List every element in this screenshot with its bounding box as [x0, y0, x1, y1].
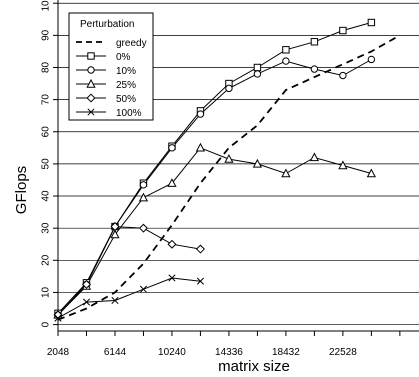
y-tick-label: 80: [41, 61, 52, 73]
axes: [53, 0, 419, 336]
legend-marker-25-pct: [86, 78, 96, 88]
y-tick-label: 100: [41, 0, 52, 12]
y-tick-label: 10: [41, 286, 52, 298]
data-point-10-pct: [339, 71, 347, 80]
y-tick-label: 60: [41, 126, 52, 138]
data-point-10-pct: [225, 84, 233, 93]
x-tick-label: 14336: [215, 347, 243, 358]
legend-label-100-pct: 100%: [116, 108, 142, 119]
data-point-50-pct: [138, 223, 148, 233]
data-point-25-pct: [138, 192, 149, 202]
y-tick-label: 0: [41, 321, 52, 327]
data-point-100-pct: [82, 298, 91, 306]
data-point-100-pct: [196, 277, 204, 285]
data-point-0-pct: [282, 46, 290, 54]
y-tick-label: 70: [41, 94, 52, 106]
data-point-0-pct: [253, 63, 262, 72]
data-point-25-pct: [195, 142, 206, 152]
legend-label-0-pct: 0%: [116, 52, 131, 63]
data-point-25-pct: [252, 158, 263, 168]
data-point-25-pct: [167, 178, 177, 187]
x-tick-label: 22528: [329, 347, 357, 358]
legend-title: Perturbation: [80, 19, 134, 30]
data-point-100-pct: [139, 285, 148, 293]
data-point-10-pct: [253, 70, 262, 78]
data-point-10-pct: [196, 110, 205, 118]
x-axis-label: matrix size: [218, 358, 290, 375]
x-tick-label: 6144: [104, 347, 127, 358]
legend-label-greedy: greedy: [116, 38, 147, 49]
series-line-100-pct: [57, 277, 201, 319]
series-lines: [57, 22, 401, 321]
series-markers: [53, 18, 377, 322]
data-point-0-pct: [367, 18, 376, 27]
data-point-50-pct: [110, 222, 120, 232]
data-point-25-pct: [309, 152, 320, 162]
data-point-25-pct: [366, 168, 377, 178]
data-point-50-pct: [81, 279, 91, 289]
data-point-10-pct: [282, 57, 290, 65]
data-point-25-pct: [281, 168, 291, 178]
y-tick-label: 50: [41, 158, 52, 170]
series-line-greedy: [57, 34, 401, 321]
y-tick-label: 90: [41, 29, 52, 41]
x-tick-label: 18432: [272, 347, 300, 358]
data-point-100-pct: [111, 296, 119, 305]
y-tick-label: 20: [41, 254, 52, 266]
data-point-25-pct: [110, 229, 120, 239]
data-point-50-pct: [167, 239, 177, 249]
data-point-10-pct: [139, 181, 148, 189]
data-point-100-pct: [54, 314, 62, 322]
legend-label-10-pct: 10%: [116, 66, 136, 77]
legend-items: greedy 0% 10% 25% 50% 100%: [76, 38, 147, 119]
y-tick-label: 40: [41, 190, 52, 202]
series-line-50-pct: [57, 226, 201, 316]
data-point-10-pct: [310, 65, 319, 73]
y-tick-labels: 0 10 20 30 40 50 60 70 80 90 100: [41, 0, 52, 327]
legend-label-50-pct: 50%: [116, 94, 136, 105]
x-tick-labels: 2048 6144 10240 14336 18432 22528: [47, 347, 357, 358]
data-point-0-pct: [339, 26, 347, 35]
data-point-50-pct: [195, 244, 205, 254]
y-axis-label: GFlops: [13, 166, 30, 214]
legend-marker-50-pct: [86, 93, 96, 103]
data-point-25-pct: [224, 154, 234, 163]
data-point-10-pct: [168, 144, 176, 152]
legend-box: [68, 12, 154, 121]
legend-marker-0-pct: [87, 52, 95, 60]
legend-label-25-pct: 25%: [116, 80, 136, 91]
series-line-25-pct: [57, 147, 372, 316]
legend: Perturbation greedy 0% 10% 25% 50% 100%: [68, 12, 154, 121]
data-point-0-pct: [310, 38, 319, 46]
data-point-25-pct: [338, 160, 348, 170]
legend-marker-100-pct: [87, 108, 95, 116]
data-point-100-pct: [168, 274, 176, 282]
x-tick-label: 10240: [158, 347, 186, 358]
data-point-10-pct: [367, 55, 376, 64]
legend-marker-10-pct: [87, 66, 95, 74]
x-tick-label: 2048: [47, 347, 70, 358]
y-tick-label: 30: [41, 222, 52, 234]
grid-lines: [58, 2, 419, 325]
